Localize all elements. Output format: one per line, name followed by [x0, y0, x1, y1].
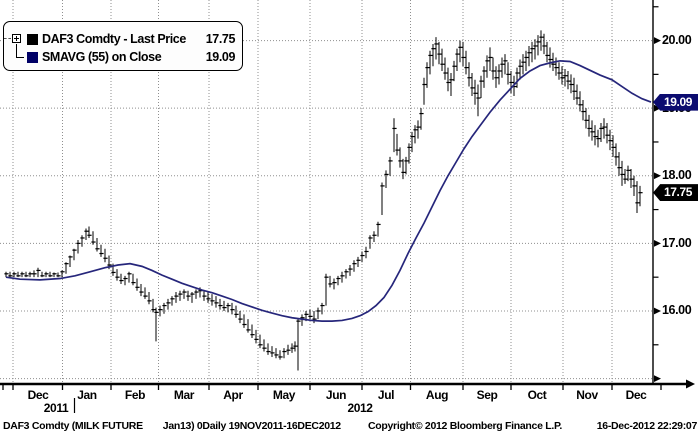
legend-connector-dash [4, 38, 11, 39]
axes-layer [0, 0, 695, 413]
x-axis-month-label: Apr [223, 388, 243, 402]
chart-legend[interactable]: DAF3 Comdty - Last Price 17.75 SMAVG (55… [3, 21, 243, 71]
y-axis-price-label: 17.00 [662, 235, 692, 250]
legend-swatch-last-price-icon [27, 34, 38, 45]
footer-period: Jan13) 0Daily 19NOV2011-16DEC2012 [162, 420, 341, 432]
legend-swatch-smavg-icon [27, 52, 38, 63]
smavg-line-layer [5, 59, 652, 322]
y-axis-price-label: 18.00 [662, 168, 692, 183]
x-axis-month-label: Sep [476, 388, 498, 402]
last-price-badge: 17.75 [653, 184, 698, 202]
x-axis-month-label: Jun [325, 388, 347, 402]
x-axis-month-label: Jan [77, 388, 97, 402]
y-axis-price-label: 16.00 [662, 303, 692, 318]
x-axis-month-label: Mar [173, 388, 195, 402]
x-axis-month-label: Jul [377, 388, 395, 402]
footer-copyright: Copyright© 2012 Bloomberg Finance L.P. [368, 420, 562, 432]
footer-datetime: 16-Dec-2012 22:29:07 [596, 420, 698, 432]
legend-expand-toggle-icon[interactable] [12, 34, 21, 43]
x-axis-year-label: 2012 [347, 401, 373, 415]
footer-instrument: DAF3 Comdty (MILK FUTURE [3, 420, 143, 432]
footer-instrument-line: DAF3 Comdty (MILK FUTURE Jan13) 0Daily 19… [3, 420, 341, 432]
x-axis-month-label: Dec [625, 388, 647, 402]
x-axis-month-label: Nov [576, 388, 598, 402]
x-axis-month-label: Feb [124, 388, 146, 402]
legend-value: 17.75 [205, 32, 236, 46]
price-bars-layer [4, 30, 643, 371]
x-axis-year-label: 2011 [43, 401, 69, 415]
smavg-value-badge: 19.09 [653, 93, 698, 111]
x-axis-month-label: Dec [27, 388, 49, 402]
x-axis-month-label: May [272, 388, 296, 402]
legend-value: 19.09 [205, 50, 236, 64]
legend-label: DAF3 Comdty - Last Price [42, 32, 186, 46]
legend-tree-elbow [16, 44, 24, 58]
x-axis-month-label: Oct [527, 388, 547, 402]
y-axis-price-label: 20.00 [662, 33, 692, 48]
legend-label: SMAVG (55) on Close [42, 50, 162, 64]
x-axis-month-label: Aug [425, 388, 449, 402]
